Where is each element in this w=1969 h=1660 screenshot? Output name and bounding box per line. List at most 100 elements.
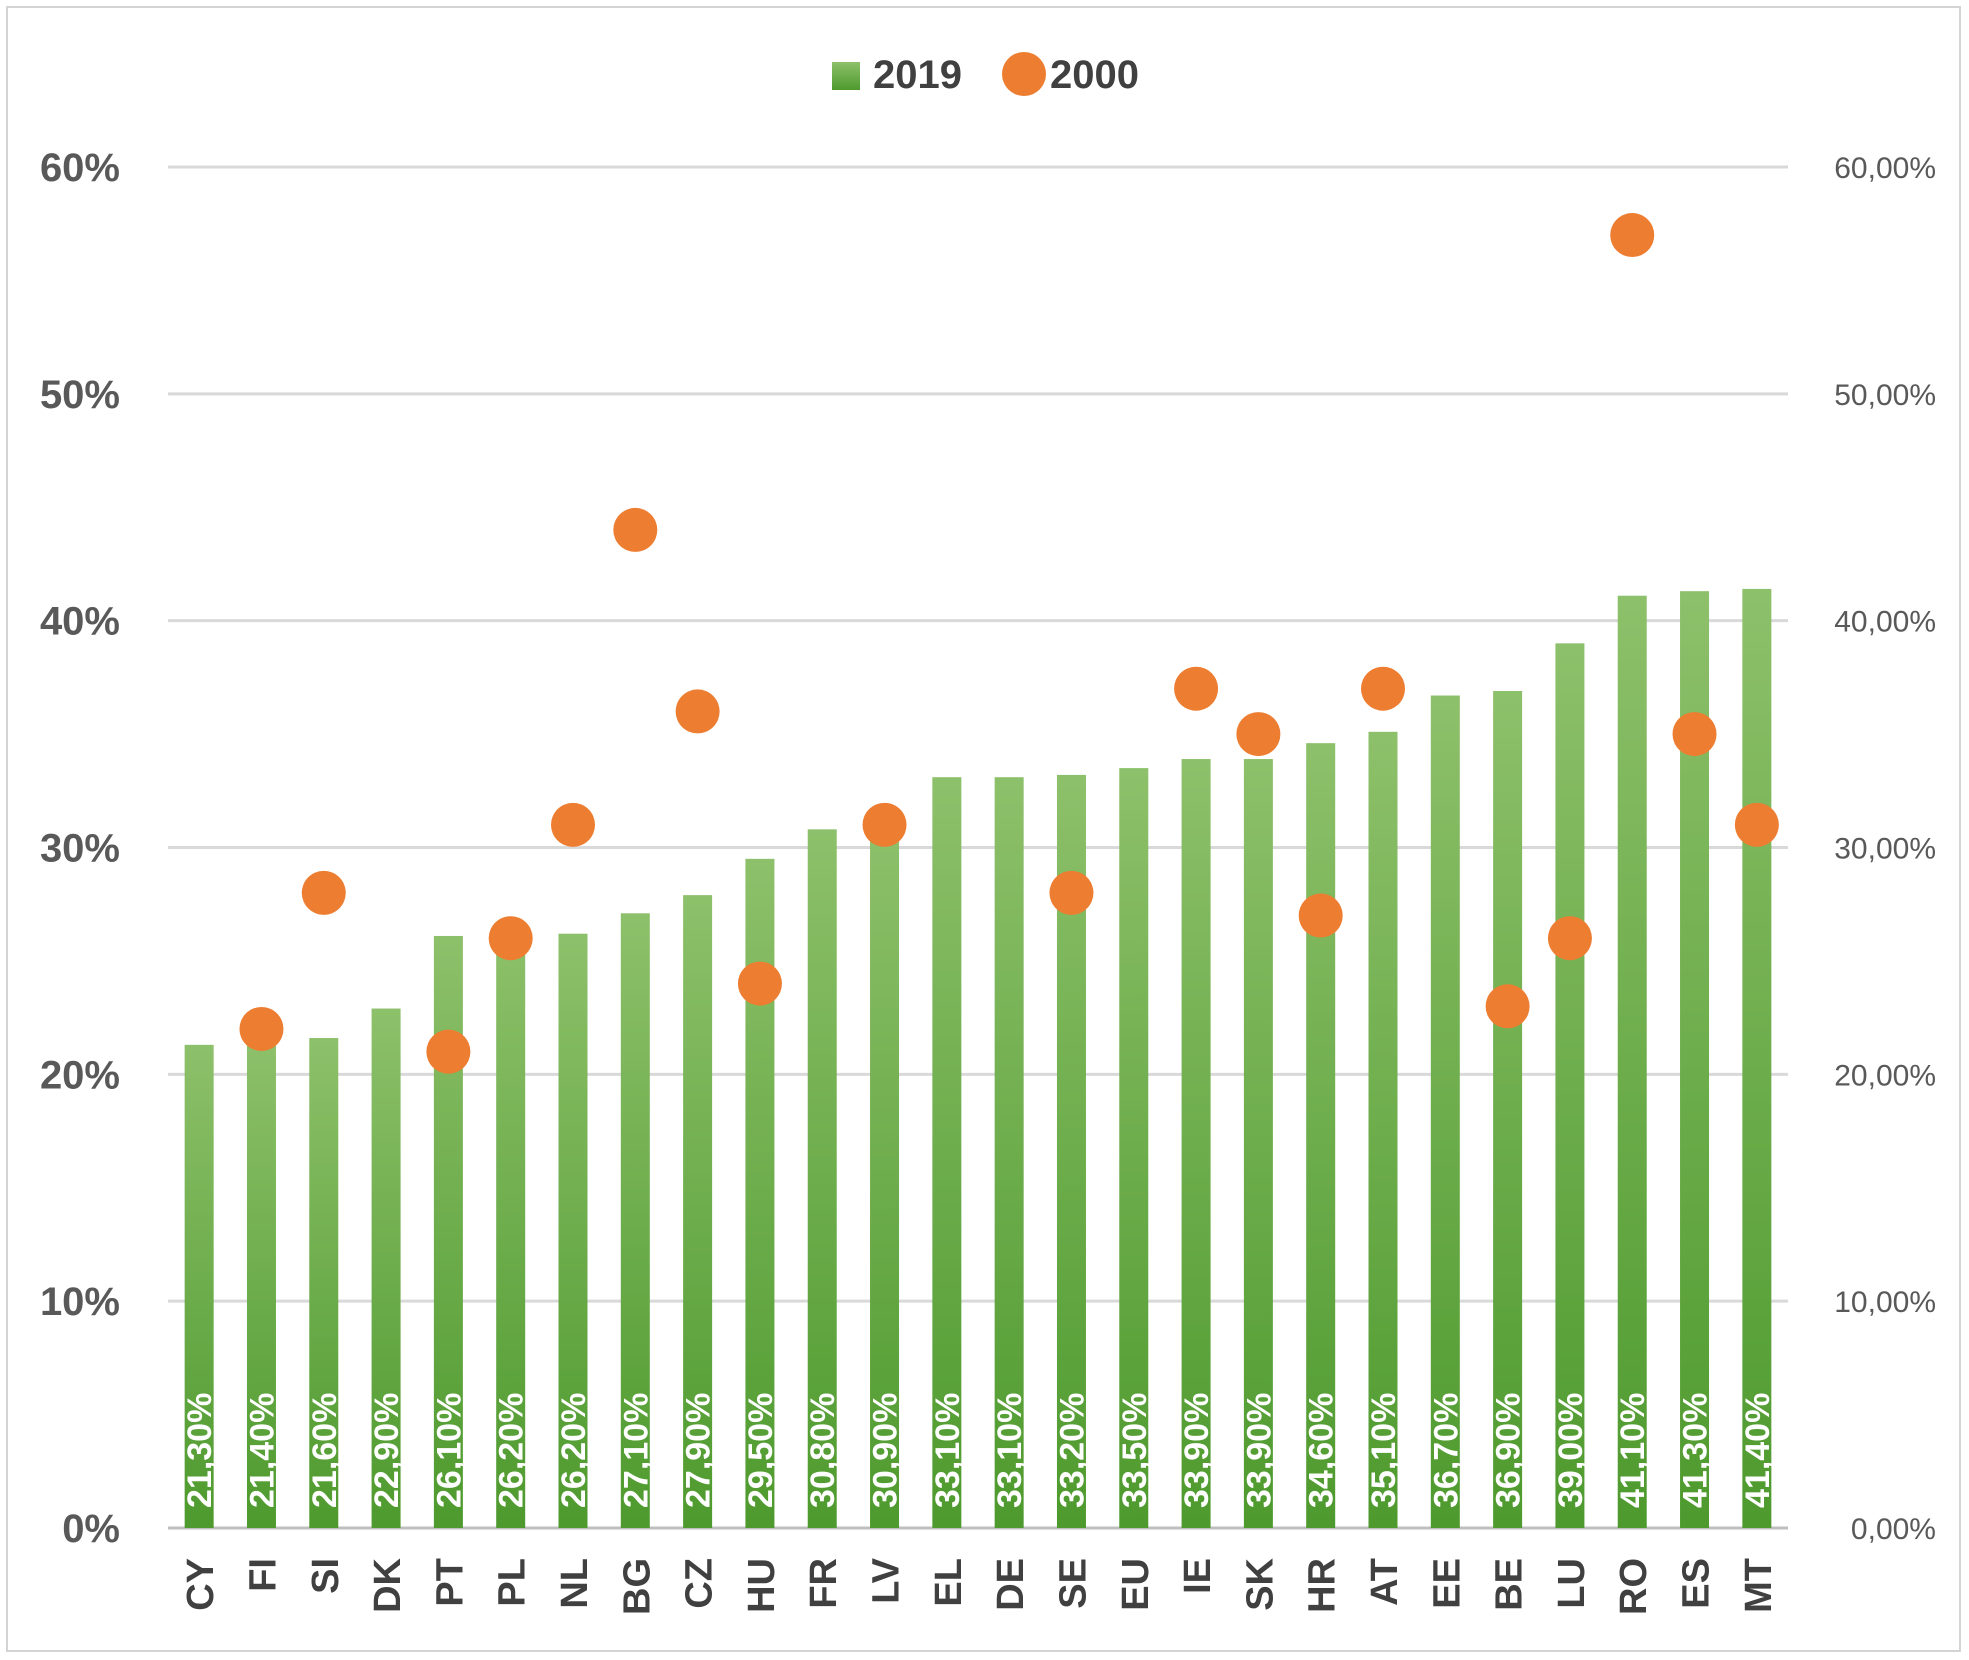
point-SI (301, 870, 346, 915)
point-SE (1049, 870, 1094, 915)
point-LV (862, 802, 907, 847)
data-label-DE: 33,10% (991, 1393, 1029, 1508)
data-labels-2019: 21,30% 21,40% 21,60% 22,90% 26,10% 26,20% 26,2… (181, 1393, 1777, 1508)
y-axis-left: 0% 10% 20% 30% 40% 50% 60% (40, 146, 120, 1551)
points-2000 (239, 213, 1779, 1074)
data-label-EE: 36,70% (1427, 1393, 1465, 1508)
x-tick-label: HU (741, 1558, 783, 1613)
x-tick-label: CY (180, 1558, 222, 1611)
data-label-FI: 21,40% (243, 1393, 281, 1508)
x-tick-label: SE (1052, 1558, 1094, 1609)
data-label-PT: 26,10% (430, 1393, 468, 1508)
x-tick-label: RO (1613, 1558, 1655, 1615)
y-right-tick-label: 20,00% (1834, 1059, 1936, 1092)
y-left-tick-label: 50% (40, 373, 120, 417)
x-tick-label: IE (1177, 1558, 1219, 1594)
data-label-HR: 34,60% (1303, 1393, 1341, 1508)
y-axis-right: 0,00% 10,00% 20,00% 30,00% 40,00% 50,00% 60,00… (1834, 152, 1936, 1546)
x-tick-label: EU (1115, 1558, 1157, 1611)
x-tick-label: PL (492, 1558, 534, 1607)
x-tick-label: EL (928, 1558, 970, 1607)
y-left-tick-label: 0% (62, 1507, 120, 1551)
point-NL (551, 802, 595, 847)
y-right-tick-label: 30,00% (1834, 833, 1936, 866)
point-MT (1734, 802, 1779, 847)
x-tick-label: FI (242, 1558, 284, 1592)
legend-swatch-2019 (832, 62, 860, 90)
data-label-EU: 33,50% (1116, 1393, 1154, 1508)
point-PL (488, 916, 533, 961)
legend-swatch-2000 (1002, 52, 1046, 96)
point-HU (737, 961, 782, 1006)
data-label-CY: 21,30% (181, 1393, 219, 1508)
y-right-tick-label: 40,00% (1834, 606, 1936, 639)
bar-DK (371, 1008, 401, 1528)
data-label-DK: 22,90% (368, 1393, 406, 1508)
data-label-BG: 27,10% (617, 1393, 655, 1508)
bar-SK (1243, 759, 1273, 1528)
bar-EL (932, 777, 962, 1528)
data-label-SK: 33,90% (1240, 1393, 1278, 1508)
legend-label-2000: 2000 (1050, 53, 1139, 97)
x-tick-label: ES (1676, 1558, 1718, 1609)
y-right-tick-label: 60,00% (1834, 152, 1936, 185)
bar-EU (1119, 768, 1149, 1528)
point-BG (613, 507, 658, 552)
bar-EE (1430, 695, 1460, 1528)
y-left-tick-label: 20% (40, 1053, 120, 1097)
y-left-tick-label: 60% (40, 146, 120, 190)
data-label-RO: 41,10% (1614, 1393, 1652, 1508)
point-CZ (675, 689, 720, 734)
point-PT (426, 1029, 471, 1074)
y-right-tick-label: 0,00% (1851, 1513, 1936, 1546)
bar-FR (807, 829, 837, 1528)
bar-BG (620, 913, 650, 1528)
bar-LV (870, 827, 900, 1528)
data-label-FR: 30,80% (804, 1393, 842, 1508)
x-tick-label: AT (1364, 1558, 1406, 1606)
data-label-ES: 41,30% (1677, 1393, 1715, 1508)
x-tick-label: EE (1426, 1558, 1468, 1609)
data-label-CZ: 27,90% (680, 1393, 718, 1508)
data-label-BE: 36,90% (1490, 1393, 1528, 1508)
data-label-SI: 21,60% (306, 1393, 344, 1508)
bar-NL (558, 933, 588, 1528)
x-tick-label: DK (367, 1557, 409, 1612)
point-AT (1361, 666, 1405, 711)
x-tick-label: CZ (679, 1558, 721, 1609)
gridlines (168, 165, 1788, 1530)
y-left-tick-label: 40% (40, 600, 120, 644)
data-label-NL: 26,20% (555, 1393, 593, 1508)
x-tick-label: NL (554, 1558, 596, 1609)
x-tick-label: BG (616, 1558, 658, 1615)
y-left-tick-label: 30% (40, 827, 120, 871)
data-label-LU: 39,00% (1552, 1393, 1590, 1508)
point-LU (1547, 916, 1592, 961)
point-HR (1298, 893, 1343, 938)
bar-SI (309, 1038, 339, 1528)
bar-PL (496, 933, 526, 1528)
x-tick-label: BE (1489, 1558, 1531, 1611)
bar-FI (246, 1042, 276, 1528)
x-tick-label: SI (305, 1558, 347, 1594)
legend-label-2019: 2019 (873, 53, 962, 97)
bar-CZ (683, 895, 713, 1528)
bar-MT (1742, 588, 1772, 1528)
bar-HR (1306, 743, 1336, 1528)
x-tick-label: SK (1239, 1557, 1281, 1610)
x-tick-label: PT (429, 1558, 471, 1607)
bars-2019 (184, 588, 1772, 1528)
bar-DE (994, 777, 1024, 1528)
data-label-IE: 33,90% (1178, 1393, 1216, 1508)
data-label-PL: 26,20% (493, 1393, 531, 1508)
y-left-tick-label: 10% (40, 1280, 120, 1324)
point-IE (1174, 666, 1219, 711)
point-ES (1672, 712, 1717, 757)
x-tick-label: LU (1551, 1558, 1593, 1609)
bar-IE (1181, 759, 1211, 1528)
y-right-tick-label: 50,00% (1834, 379, 1936, 412)
point-SK (1236, 712, 1281, 757)
data-label-AT: 35,10% (1365, 1393, 1403, 1508)
x-tick-label: MT (1738, 1558, 1780, 1613)
